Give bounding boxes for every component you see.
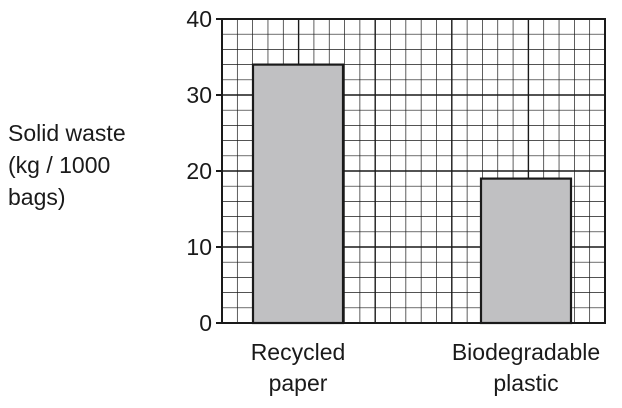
bar-recycled-paper [251, 63, 345, 325]
x-category-label: Biodegradable [452, 339, 600, 365]
y-axis-label-line: bags) [8, 184, 66, 210]
y-axis-label-line: (kg / 1000 [8, 152, 110, 178]
y-tick-label: 40 [186, 6, 212, 32]
bars [251, 63, 573, 325]
bar-biodegradable-plastic [479, 177, 573, 325]
x-category-label: Recycled [251, 339, 346, 365]
y-axis-label-line: Solid waste [8, 120, 126, 146]
y-tick-label: 30 [186, 82, 212, 108]
y-tick-label: 10 [186, 234, 212, 260]
x-category-label: paper [269, 370, 328, 396]
y-axis-title: Solid waste (kg / 1000 bags) [8, 120, 126, 210]
axes: 0 10 20 30 40 Recycled paper Biodegradable plast… [186, 6, 606, 396]
y-tick-label: 0 [199, 310, 212, 336]
y-tick-label: 20 [186, 158, 212, 184]
x-category-label: plastic [493, 370, 558, 396]
